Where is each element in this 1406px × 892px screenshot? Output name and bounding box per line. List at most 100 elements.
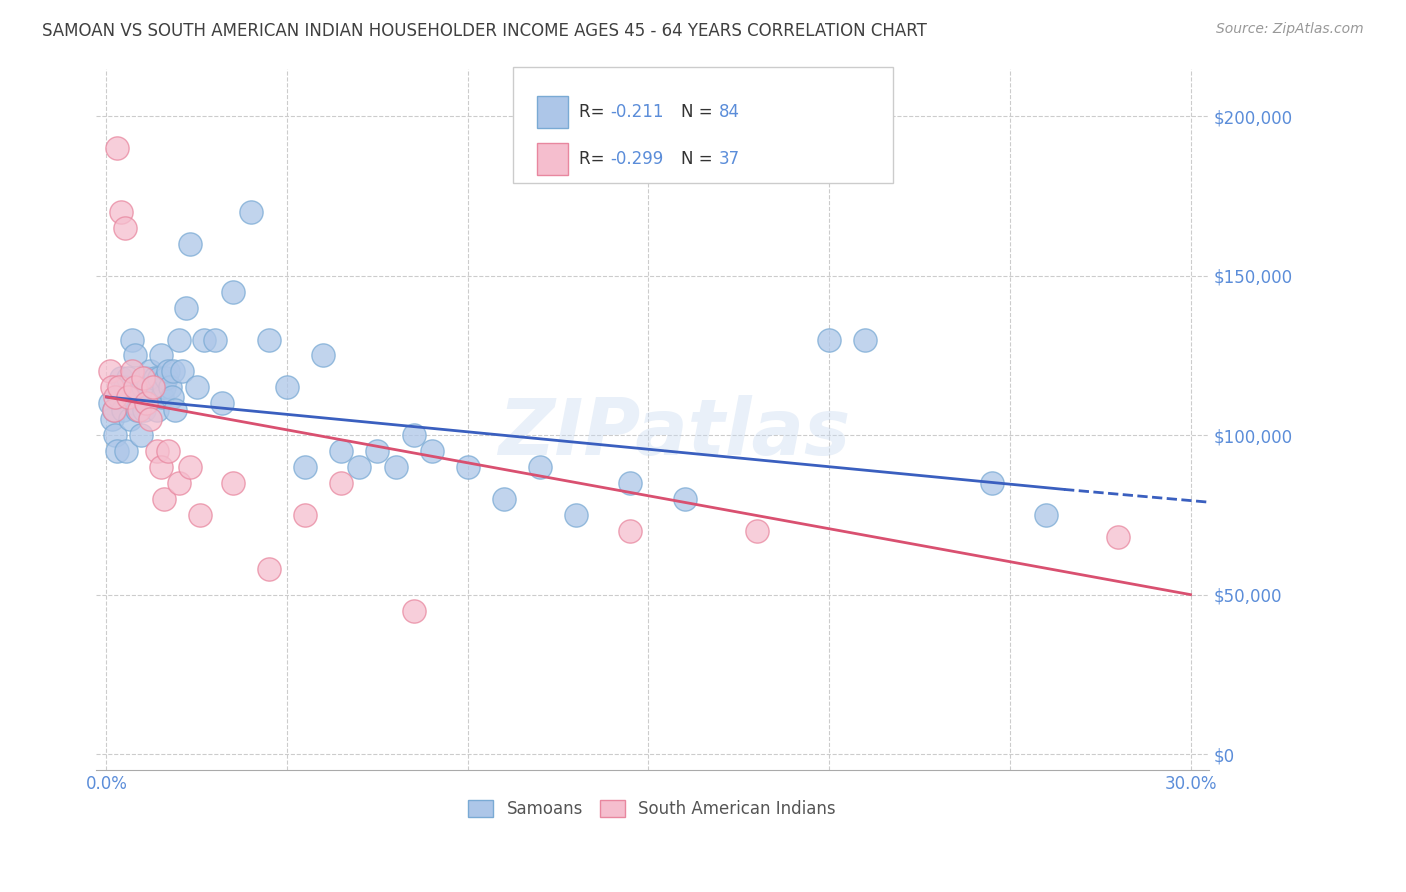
Point	[124, 349, 146, 363]
Point	[174, 301, 197, 315]
Point	[349, 460, 371, 475]
Point	[115, 444, 138, 458]
Point	[128, 390, 150, 404]
Point	[673, 491, 696, 506]
Point	[186, 380, 208, 394]
Point	[146, 444, 169, 458]
Point	[134, 402, 156, 417]
Point	[105, 141, 128, 155]
Point	[172, 364, 194, 378]
Point	[110, 371, 132, 385]
Point	[156, 364, 179, 378]
Point	[179, 460, 201, 475]
Point	[529, 460, 551, 475]
Point	[148, 371, 170, 385]
Point	[101, 380, 124, 394]
Point	[136, 380, 159, 394]
Point	[366, 444, 388, 458]
Text: R=: R=	[579, 103, 610, 121]
Point	[818, 333, 841, 347]
Point	[153, 380, 176, 394]
Point	[240, 205, 263, 219]
Point	[121, 364, 143, 378]
Point	[204, 333, 226, 347]
Point	[745, 524, 768, 538]
Point	[162, 364, 184, 378]
Point	[565, 508, 588, 522]
Point	[110, 205, 132, 219]
Point	[124, 380, 146, 394]
Text: 37: 37	[718, 150, 740, 168]
Point	[457, 460, 479, 475]
Point	[131, 371, 153, 385]
Point	[114, 380, 136, 394]
Point	[127, 402, 149, 417]
Point	[142, 380, 165, 394]
Point	[294, 508, 316, 522]
Point	[149, 349, 172, 363]
Point	[190, 508, 212, 522]
Point	[108, 390, 131, 404]
Text: SAMOAN VS SOUTH AMERICAN INDIAN HOUSEHOLDER INCOME AGES 45 - 64 YEARS CORRELATIO: SAMOAN VS SOUTH AMERICAN INDIAN HOUSEHOL…	[42, 22, 927, 40]
Legend: Samoans, South American Indians: Samoans, South American Indians	[461, 793, 842, 825]
Point	[146, 402, 169, 417]
Text: ZIPatlas: ZIPatlas	[498, 395, 851, 471]
Point	[853, 333, 876, 347]
Point	[312, 349, 335, 363]
Point	[149, 460, 172, 475]
Point	[156, 444, 179, 458]
Point	[103, 402, 125, 417]
Point	[131, 380, 153, 394]
Point	[980, 476, 1002, 491]
Point	[1107, 530, 1129, 544]
Point	[135, 371, 157, 385]
Point	[257, 333, 280, 347]
Point	[139, 412, 162, 426]
Point	[492, 491, 515, 506]
Point	[257, 562, 280, 576]
Point	[98, 396, 121, 410]
Text: 84: 84	[718, 103, 740, 121]
Point	[101, 412, 124, 426]
Point	[619, 476, 641, 491]
Text: -0.211: -0.211	[610, 103, 664, 121]
Point	[141, 390, 163, 404]
Point	[104, 390, 127, 404]
Point	[211, 396, 233, 410]
Point	[402, 428, 425, 442]
Point	[384, 460, 406, 475]
Point	[142, 380, 165, 394]
Text: Source: ZipAtlas.com: Source: ZipAtlas.com	[1216, 22, 1364, 37]
Text: N =: N =	[681, 103, 717, 121]
Point	[103, 402, 125, 417]
Point	[420, 444, 443, 458]
Point	[128, 402, 150, 417]
Text: R=: R=	[579, 150, 610, 168]
Point	[167, 333, 190, 347]
Point	[330, 444, 353, 458]
Point	[167, 476, 190, 491]
Point	[117, 390, 139, 404]
Point	[98, 364, 121, 378]
Point	[153, 491, 176, 506]
Point	[117, 371, 139, 385]
Text: N =: N =	[681, 150, 717, 168]
Point	[294, 460, 316, 475]
Point	[159, 380, 181, 394]
Point	[179, 236, 201, 251]
Point	[222, 476, 245, 491]
Point	[111, 402, 134, 417]
Point	[122, 396, 145, 410]
Point	[193, 333, 215, 347]
Point	[105, 444, 128, 458]
Point	[155, 371, 177, 385]
Point	[108, 380, 131, 394]
Point	[143, 371, 166, 385]
Point	[1035, 508, 1057, 522]
Point	[139, 364, 162, 378]
Point	[121, 333, 143, 347]
Point	[222, 285, 245, 299]
Point	[152, 390, 174, 404]
Point	[118, 412, 141, 426]
Point	[114, 221, 136, 235]
